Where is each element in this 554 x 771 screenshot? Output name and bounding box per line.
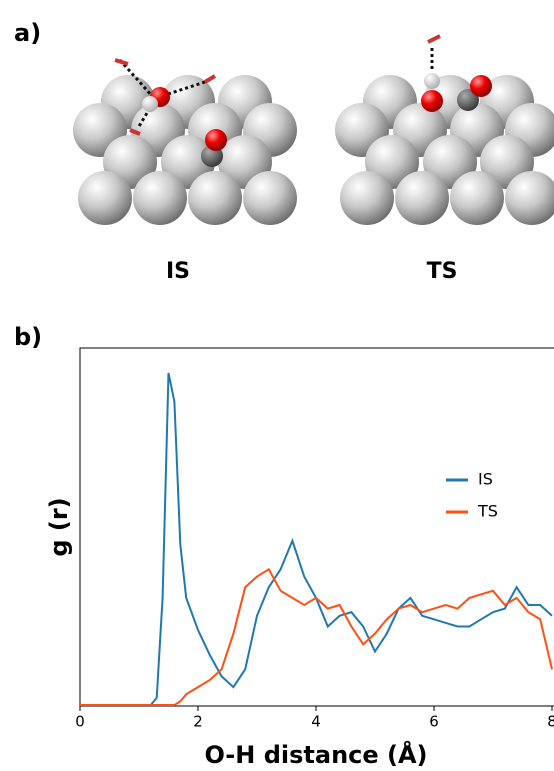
metal-atom <box>395 171 449 225</box>
series-line <box>80 569 552 705</box>
metal-atom <box>78 171 132 225</box>
figure: a) IS TS b) g (r) O-H distance (Å) 0 2 4 6 8… <box>0 0 554 771</box>
x-tick-label: 2 <box>193 713 203 731</box>
metal-atom <box>450 171 504 225</box>
x-tick-label: 4 <box>311 713 321 731</box>
structure-label: TS <box>427 259 458 284</box>
oxygen-atom <box>205 129 227 151</box>
hydrogen-atom <box>424 73 440 89</box>
y-axis-label: g (r) <box>45 497 73 556</box>
lines <box>80 373 552 705</box>
legend-label: TS <box>477 502 498 521</box>
oxygen-atom <box>470 75 492 97</box>
metal-atom <box>340 171 394 225</box>
metal-atom <box>243 171 297 225</box>
x-axis-label: O-H distance (Å) <box>204 740 427 769</box>
structures <box>73 36 554 225</box>
panel-label: b) <box>14 323 42 351</box>
x-tick-label: 0 <box>75 713 85 731</box>
bond <box>428 36 440 42</box>
x-tick-label: 8 <box>547 713 554 731</box>
series-line <box>80 373 552 705</box>
plot: 0 2 4 6 8 IS TS <box>75 373 554 731</box>
legend-label: IS <box>478 470 493 489</box>
x-tick-label: 6 <box>429 713 439 731</box>
bond <box>115 60 128 64</box>
panel-label: a) <box>14 19 41 47</box>
oxygen-atom <box>421 90 443 112</box>
plot-frame <box>80 348 554 706</box>
bond <box>205 76 215 82</box>
structure-label: IS <box>166 259 190 284</box>
metal-atom <box>188 171 242 225</box>
hydrogen-atom <box>142 96 158 112</box>
metal-atom <box>133 171 187 225</box>
